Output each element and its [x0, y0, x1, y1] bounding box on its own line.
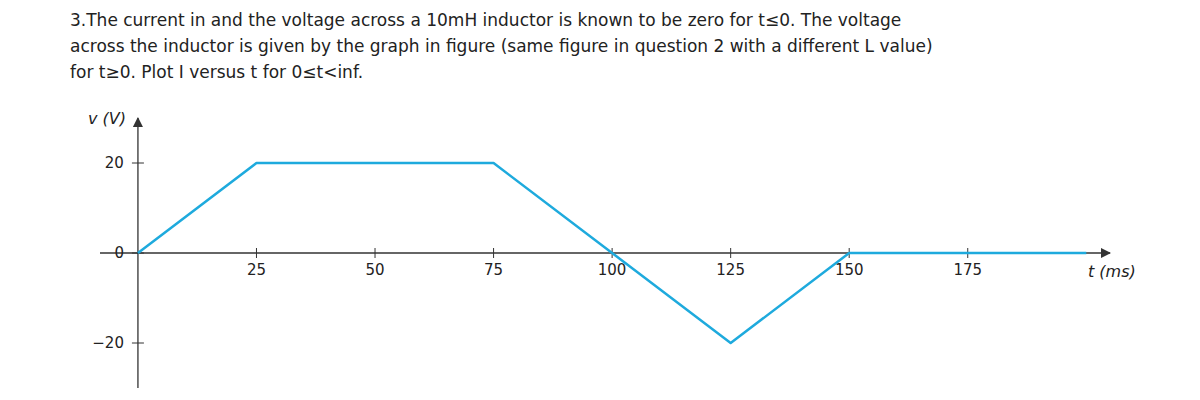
x-tick [730, 248, 731, 258]
x-tick [375, 248, 376, 258]
plot-area [138, 163, 1086, 343]
x-axis-label: t (ms) [1088, 262, 1136, 281]
x-tick [493, 248, 494, 258]
x-tick-label: 50 [365, 261, 384, 279]
y-tick-label: −20 [92, 334, 124, 352]
y-tick-label: 20 [105, 154, 124, 172]
title: for t≥0. Plot I versus t for 0≤t<inf. [70, 62, 363, 82]
y-tick [132, 163, 144, 164]
x-tick [256, 248, 257, 258]
y-axis-label: v (V) [88, 109, 126, 128]
x-tick-label: 150 [835, 261, 864, 279]
y-tick [132, 343, 144, 344]
x-tick-label: 125 [716, 261, 745, 279]
y-tick-label: 0 [114, 244, 124, 262]
title: 3.The current in and the voltage across … [70, 10, 901, 30]
chart: 3.The current in and the voltage across … [0, 0, 1200, 400]
x-tick-label: 25 [247, 261, 266, 279]
waveform-line [138, 163, 1086, 343]
x-tick-label: 175 [953, 261, 982, 279]
x-tick-label: 75 [484, 261, 503, 279]
x-tick-label: 100 [598, 261, 627, 279]
title: across the inductor is given by the grap… [70, 36, 933, 56]
